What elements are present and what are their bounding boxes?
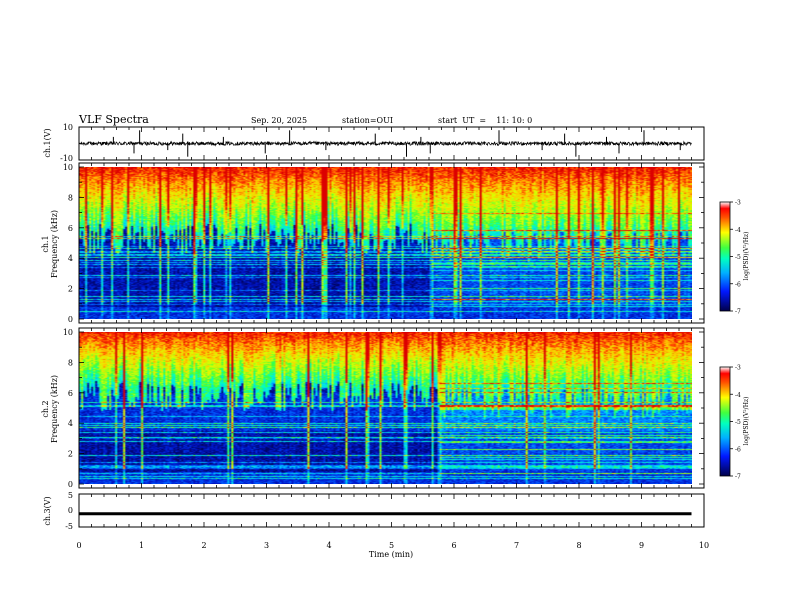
colorbar-tick-label: -3 — [735, 365, 741, 372]
ch2-colorbar: -3 -4 -5 -6 -7 log(PSD)(V²/Hz) — [719, 365, 750, 481]
colorbar-tick-label: -3 — [735, 200, 741, 207]
colorbar-tick-label: -5 — [735, 419, 741, 426]
x-tick-label: 5 — [389, 541, 394, 550]
x-axis-label: Time (min) — [369, 550, 413, 559]
ch1-spectrogram-ylabel: ch.1 — [41, 235, 50, 252]
ch1-waveform-ylabel: ch.1(V) — [43, 128, 52, 157]
x-tick-label: 0 — [76, 541, 81, 550]
ch1-spectrogram-image — [79, 167, 692, 319]
ch2-colorbar-ticks: -3 -4 -5 -6 -7 — [730, 365, 741, 481]
colorbar-tick-label: -4 — [735, 392, 741, 399]
ch2-spectrogram-image — [79, 332, 692, 484]
colorbar-tick-label: -6 — [735, 281, 741, 288]
x-tick-label: 10 — [699, 541, 709, 550]
ch2-frequency-label: Frequency (kHz) — [50, 375, 59, 443]
ch3-ytick-bottom: -5 — [65, 522, 73, 531]
x-tick-label: 3 — [264, 541, 269, 550]
colorbar-tick-label: -6 — [735, 446, 741, 453]
ch3-ytick-mid: 0 — [68, 506, 73, 515]
freq-tick-label: 6 — [68, 389, 73, 398]
ch2-colorbar-gradient — [719, 366, 731, 477]
ch3-ytick-top: 5 — [68, 491, 73, 500]
x-tick-label: 4 — [326, 541, 331, 550]
freq-tick-label: 8 — [68, 358, 73, 367]
ch1-spectrogram-yticks: 0 2 4 6 8 10 — [63, 163, 704, 324]
x-tick-label: 9 — [639, 541, 644, 550]
freq-tick-label: 4 — [68, 419, 73, 428]
colorbar-tick-label: -7 — [735, 474, 741, 481]
ch2-spectrogram-ylabel: ch.2 — [41, 400, 50, 417]
freq-tick-label: 10 — [63, 328, 73, 337]
x-tick-label: 7 — [514, 541, 519, 550]
x-axis-tick-labels: 0 1 2 3 4 5 6 7 8 9 10 — [76, 541, 709, 550]
time-tick-marks — [78, 127, 705, 527]
ch1-ytick-top: 10 — [63, 123, 73, 132]
ch3-waveform-ylabel: ch.3(V) — [43, 496, 52, 525]
ch2-spectrogram-yticks: 0 2 4 6 8 10 — [63, 328, 704, 489]
start-time-label: start UT = 11: 10: 0 — [438, 116, 532, 125]
ch2-colorbar-label: log(PSD)(V²/Hz) — [743, 397, 750, 446]
freq-tick-label: 0 — [68, 315, 73, 324]
ch1-waveform-trace — [78, 130, 692, 157]
colorbar-tick-label: -5 — [735, 254, 741, 261]
freq-tick-label: 10 — [63, 163, 73, 172]
ch1-waveform-panel: 10 -10 ch.1(V) — [43, 123, 705, 163]
ch1-noise-trace — [78, 140, 692, 147]
date-label: Sep. 20, 2025 — [251, 116, 307, 125]
x-tick-label: 1 — [139, 541, 144, 550]
colorbar-tick-label: -7 — [735, 309, 741, 316]
x-tick-label: 6 — [451, 541, 456, 550]
ch1-frequency-label: Frequency (kHz) — [50, 210, 59, 278]
ch1-colorbar-label: log(PSD)(V²/Hz) — [743, 232, 750, 281]
freq-tick-label: 6 — [68, 224, 73, 233]
station-label: station=OUI — [342, 116, 393, 125]
freq-tick-label: 8 — [68, 193, 73, 202]
ch1-colorbar: -3 -4 -5 -6 -7 log(PSD)(V²/Hz) — [719, 200, 750, 316]
ch1-colorbar-gradient — [719, 201, 731, 312]
ch1-ytick-bottom: -10 — [60, 154, 73, 163]
ch3-waveform-panel: 5 0 -5 ch.3(V) — [43, 491, 705, 531]
freq-tick-label: 4 — [68, 254, 73, 263]
x-tick-label: 8 — [576, 541, 581, 550]
freq-tick-label: 0 — [68, 480, 73, 489]
colorbar-tick-label: -4 — [735, 227, 741, 234]
freq-tick-label: 2 — [68, 285, 73, 294]
figure-title: VLF Spectra — [78, 113, 149, 126]
ch2-spectrogram-panel: 0 2 4 6 8 10 ch.2 Frequency (kHz) — [41, 327, 705, 489]
ch1-colorbar-ticks: -3 -4 -5 -6 -7 — [730, 200, 741, 316]
ch1-spectrogram-panel: 0 2 4 6 8 10 ch.1 Frequency (kHz) — [41, 162, 705, 324]
x-tick-label: 2 — [201, 541, 206, 550]
freq-tick-label: 2 — [68, 450, 73, 459]
